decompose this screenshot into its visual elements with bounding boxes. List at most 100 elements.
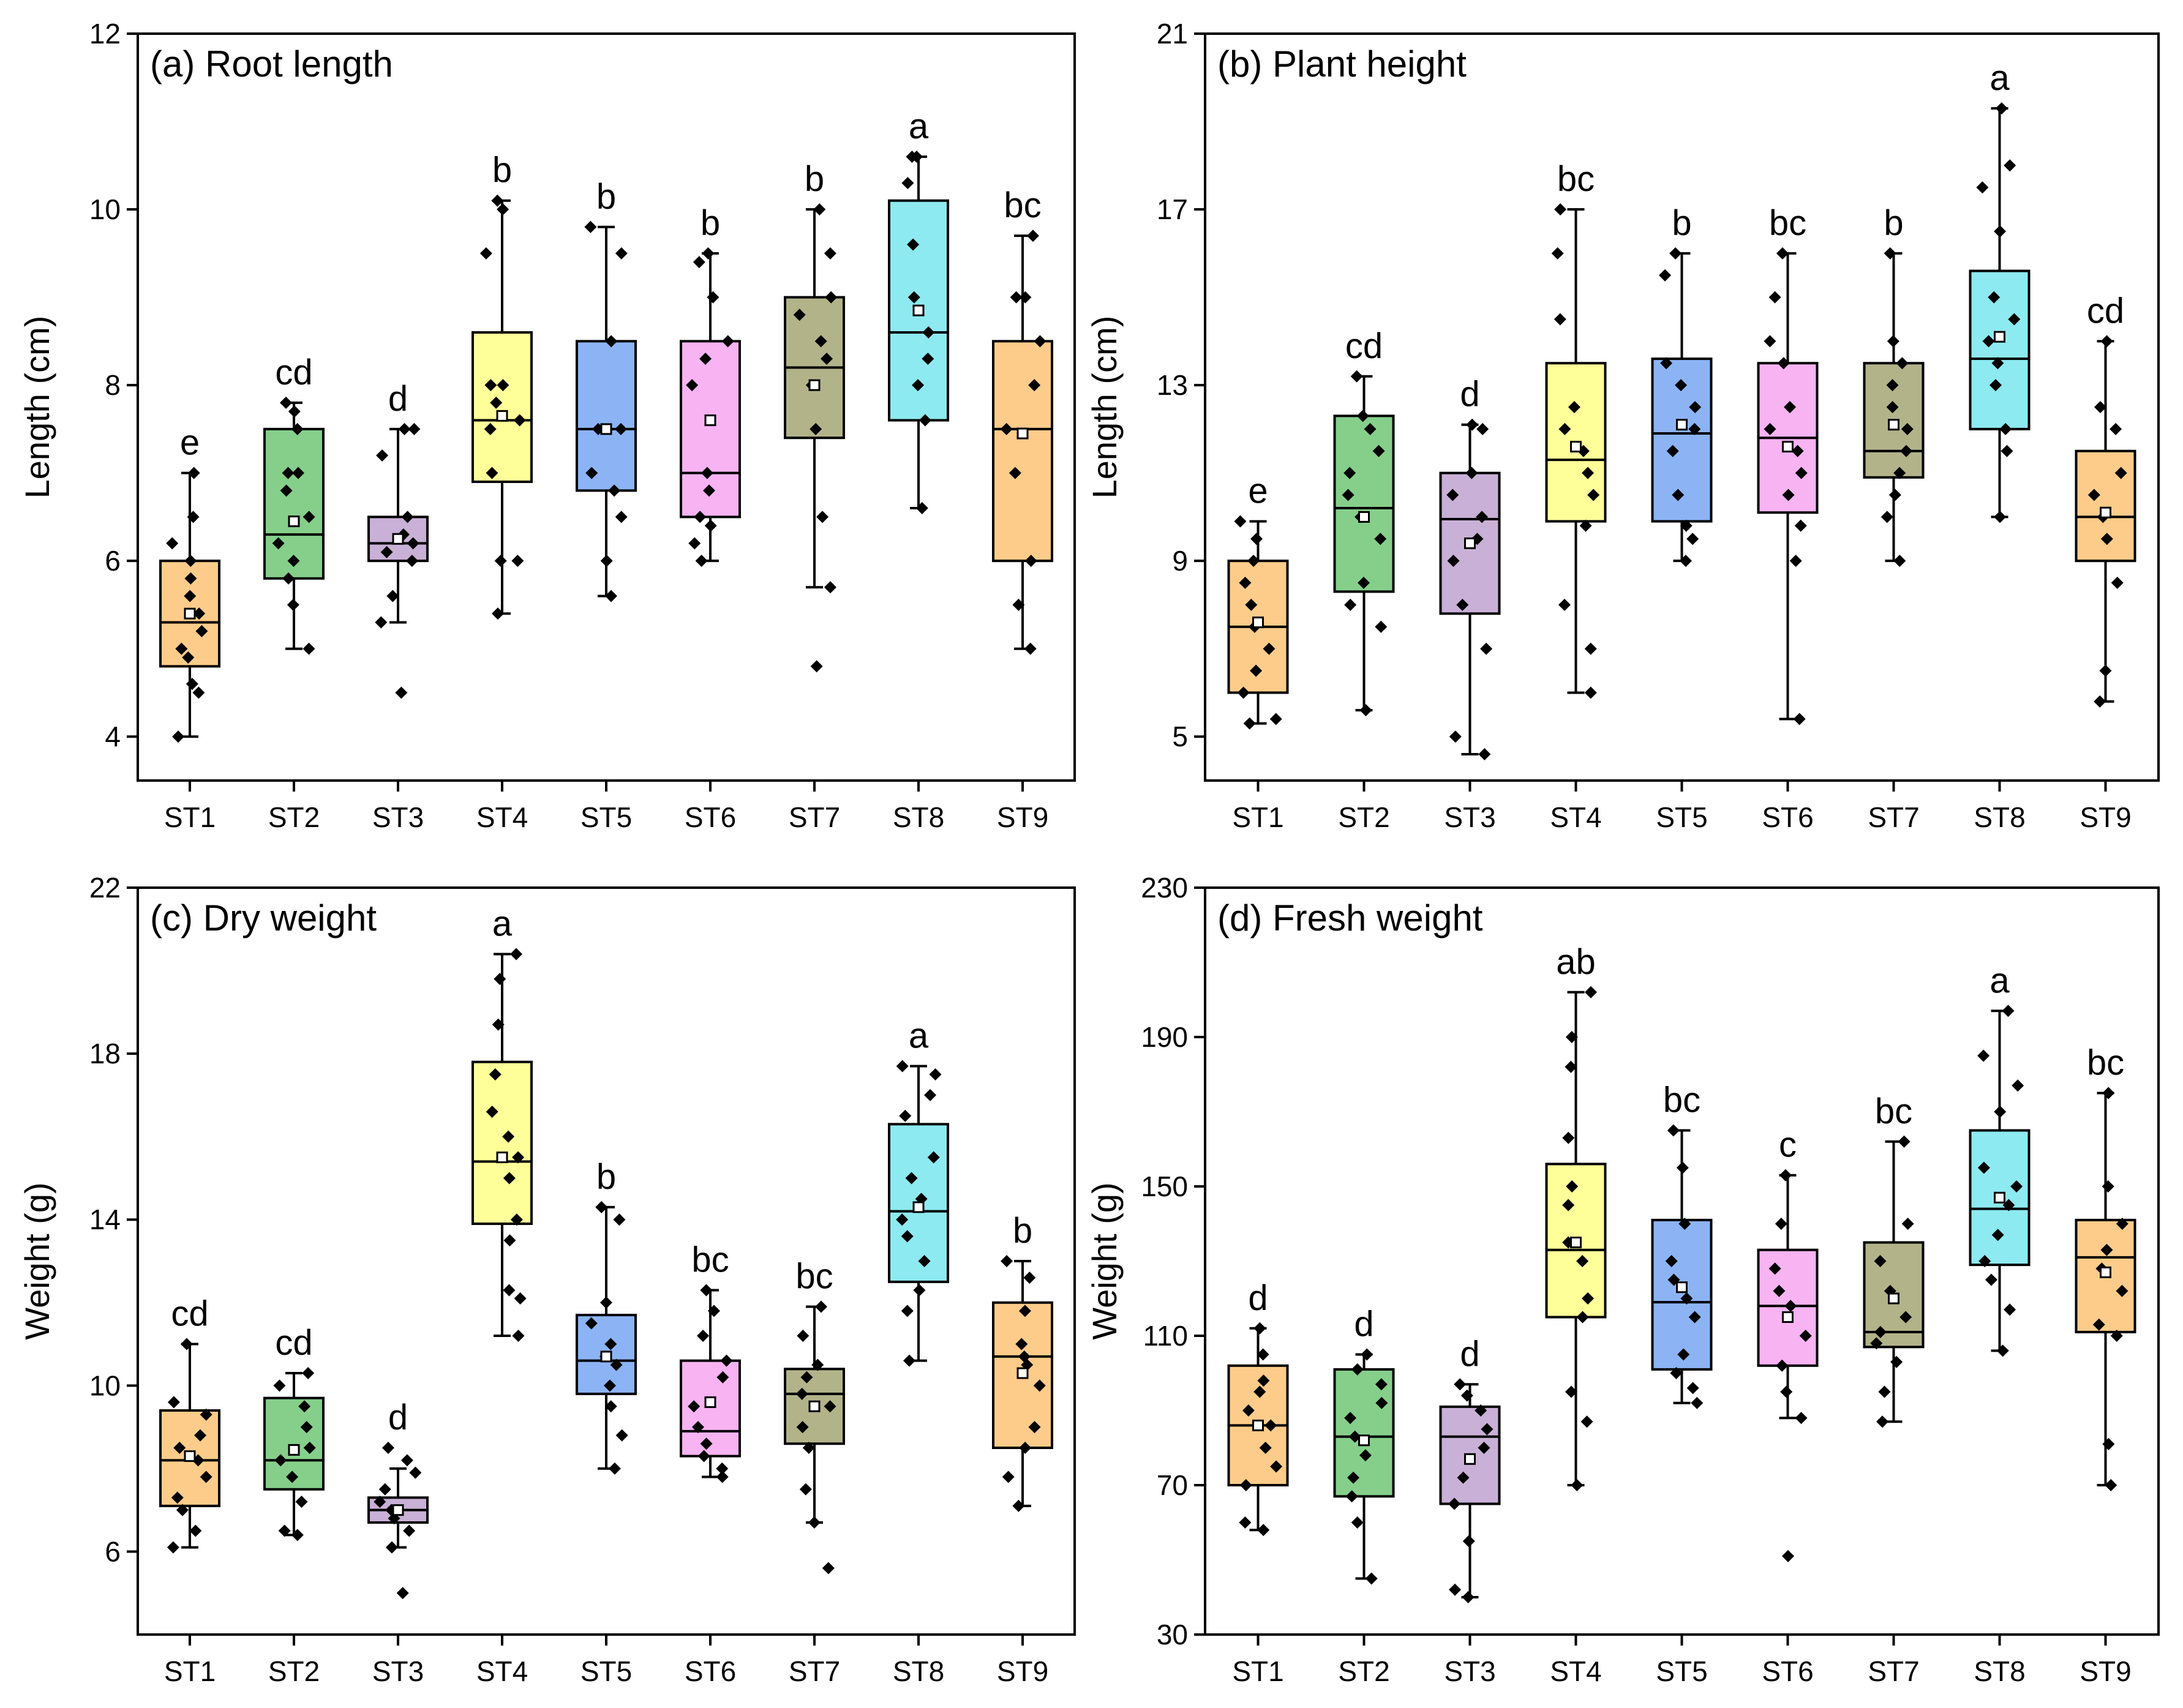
box-st5: b: [576, 1157, 637, 1475]
data-point: [695, 555, 708, 567]
significance-letter: bc: [2087, 1043, 2124, 1083]
data-point: [1566, 1180, 1579, 1193]
data-point: [1794, 519, 1807, 532]
data-point: [707, 1305, 720, 1317]
data-point: [403, 1524, 416, 1537]
box-st2: d: [1333, 1305, 1395, 1585]
data-point: [1584, 642, 1597, 655]
data-point: [408, 422, 421, 435]
data-point: [398, 422, 411, 435]
box-st8: a: [888, 107, 949, 515]
data-point: [1881, 511, 1893, 523]
data-point: [486, 466, 498, 479]
box-st3: d: [1439, 375, 1501, 760]
data-point: [1001, 1255, 1013, 1267]
data-point: [796, 1421, 809, 1434]
data-point: [1015, 1338, 1028, 1350]
data-point: [604, 590, 617, 602]
data-point: [409, 1466, 422, 1479]
data-point: [814, 335, 827, 348]
data-point: [189, 1524, 202, 1537]
x-tick-label-st5: ST5: [1656, 801, 1707, 833]
data-point: [1669, 247, 1682, 260]
box-st1: e: [1227, 471, 1289, 730]
data-point: [716, 1462, 729, 1475]
x-tick-label-st7: ST7: [1868, 801, 1919, 833]
box-st4: bc: [1545, 159, 1607, 699]
y-tick-label: 5: [1172, 721, 1188, 752]
y-axis-title: Length (cm): [1085, 316, 1124, 499]
data-point: [1893, 466, 1906, 479]
data-point: [2111, 577, 2124, 590]
mean-marker: [1782, 441, 1794, 453]
y-tick-label: 110: [1143, 1320, 1188, 1352]
data-point: [1982, 335, 1995, 348]
box-st9: b: [992, 1211, 1053, 1512]
data-point: [929, 1068, 942, 1081]
data-point: [2116, 1284, 2129, 1297]
data-point: [907, 238, 920, 251]
panel-b: 5 9 13 17 21 Length (cm) (b) Plant height ST1 ST…: [1085, 18, 2160, 833]
data-point: [1457, 1471, 1470, 1484]
box-st5: b: [576, 177, 637, 602]
mean-marker: [1676, 419, 1688, 431]
data-point: [1679, 555, 1692, 567]
mean-marker: [704, 1396, 716, 1408]
box-st7: bc: [784, 1257, 845, 1575]
data-point: [380, 545, 393, 558]
data-point: [1033, 1379, 1046, 1392]
data-point: [184, 572, 197, 585]
data-point: [2001, 444, 2013, 457]
data-point: [1447, 555, 1460, 567]
data-point: [1584, 986, 1597, 998]
data-point: [503, 1172, 516, 1185]
data-point: [1896, 357, 1909, 370]
data-point: [200, 1470, 212, 1483]
mean-marker: [1358, 511, 1370, 523]
data-point: [1996, 1344, 2009, 1357]
data-point: [1028, 1421, 1041, 1434]
iqr-box: [472, 1060, 533, 1225]
data-point: [512, 1330, 525, 1342]
data-point: [797, 1330, 810, 1342]
box-st2: cd: [1333, 326, 1395, 717]
data-point: [1263, 642, 1276, 655]
data-point: [811, 1358, 824, 1371]
data-point: [1768, 291, 1781, 304]
data-point: [1019, 291, 1032, 304]
data-point: [1012, 1499, 1025, 1512]
data-point: [604, 1338, 617, 1350]
mean-marker: [2100, 506, 2111, 519]
significance-letter: cd: [171, 1294, 208, 1334]
data-point: [1764, 335, 1776, 348]
data-point: [1358, 577, 1370, 590]
data-point: [1686, 1382, 1699, 1395]
data-point: [615, 1429, 628, 1442]
significance-letter: d: [1460, 375, 1479, 414]
box-st1: cd: [159, 1294, 220, 1554]
panel-a: 4 6 8 10 12 Length (cm) (a) Root length ST1 ST2 S…: [18, 18, 1076, 833]
data-point: [615, 247, 628, 260]
data-point: [2002, 1199, 2015, 1212]
data-point: [615, 511, 628, 523]
box-st8: a: [888, 1016, 949, 1367]
data-point: [702, 247, 715, 260]
data-point: [486, 1106, 498, 1118]
data-point: [1884, 247, 1896, 260]
y-tick-label: 30: [1157, 1619, 1188, 1650]
data-point: [1374, 533, 1387, 545]
iqr-box: [1333, 414, 1395, 593]
data-point: [1364, 422, 1377, 435]
data-point: [1991, 1229, 2004, 1242]
mean-marker: [392, 1504, 404, 1516]
data-point: [901, 177, 914, 189]
mean-marker: [704, 414, 716, 427]
data-point: [280, 484, 293, 497]
data-point: [1239, 1479, 1252, 1491]
data-point: [599, 1296, 612, 1309]
data-point: [610, 1358, 623, 1371]
data-point: [510, 948, 523, 961]
data-point: [1449, 730, 1462, 743]
iqr-box: [472, 331, 533, 483]
significance-letter: b: [701, 203, 720, 243]
